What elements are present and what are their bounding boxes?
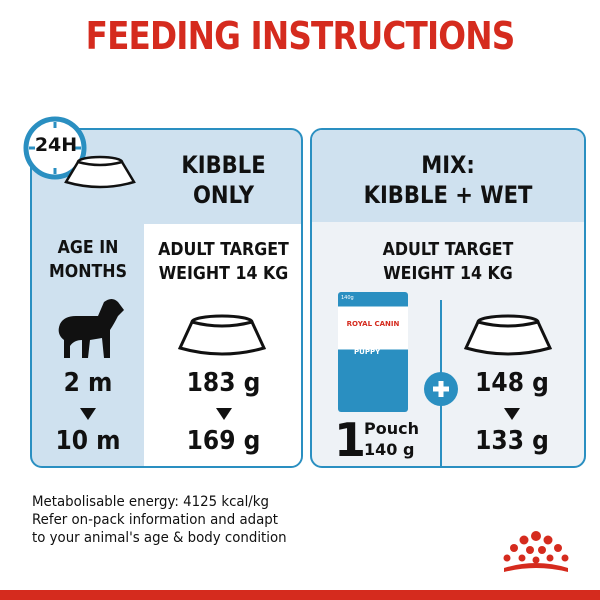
- mix-header: MIX: KIBBLE + WET: [312, 130, 584, 222]
- kibble-end-amount: 169 g: [186, 426, 261, 456]
- mix-start-amount: 148 g: [475, 368, 549, 398]
- arrow-down-icon: [504, 408, 520, 420]
- heading-line: KIBBLE: [181, 151, 266, 179]
- arrow-down-icon: [216, 408, 232, 420]
- age-end: 10 m: [55, 426, 121, 456]
- footer-note: Metabolisable energy: 4125 kcal/kg Refer…: [32, 493, 287, 547]
- pouch-label: Pouch: [364, 419, 419, 438]
- pouch-count: 1: [334, 413, 367, 467]
- plus-icon: [424, 372, 458, 406]
- kibble-bowl-icon: [463, 314, 553, 356]
- label-line: ADULT TARGET: [158, 239, 289, 260]
- mix-end-amount: 133 g: [475, 426, 549, 456]
- arrow-down-icon: [80, 408, 96, 420]
- footer-line: Metabolisable energy: 4125 kcal/kg: [32, 494, 269, 510]
- kibble-only-panel: KIBBLE ONLY ADULT TARGET WEIGHT 14 KG 18…: [30, 128, 303, 468]
- footer-line: to your animal's age & body condition: [32, 530, 287, 546]
- royal-canin-crown-logo: [503, 531, 569, 572]
- page-title: FEEDING INSTRUCTIONS: [85, 14, 516, 58]
- clock-label: 24H: [34, 134, 78, 156]
- kibble-column: ADULT TARGET WEIGHT 14 KG 183 g 169 g: [144, 224, 301, 466]
- target-weight-label: ADULT TARGET WEIGHT 14 KG: [154, 238, 294, 286]
- label-line: MONTHS: [49, 261, 127, 282]
- bottom-bar: [0, 590, 600, 600]
- clock-24h-icon: [23, 116, 136, 189]
- kibble-start-amount: 183 g: [186, 368, 261, 398]
- pouch-details: Pouch 140 g: [364, 418, 419, 460]
- target-weight-label: ADULT TARGET WEIGHT 14 KG: [328, 238, 567, 286]
- heading-line: ONLY: [192, 181, 255, 209]
- label-line: AGE IN: [57, 237, 119, 258]
- heading-line: MIX:: [421, 151, 475, 179]
- pouch-product: PUPPY: [354, 348, 381, 356]
- label-line: ADULT TARGET: [382, 239, 514, 260]
- puppy-icon: [58, 299, 124, 358]
- pouch-weight: 140 g: [364, 440, 415, 459]
- heading-line: KIBBLE + WET: [363, 181, 533, 209]
- mix-heading: MIX: KIBBLE + WET: [328, 130, 567, 210]
- footer-line: Refer on-pack information and adapt: [32, 512, 278, 528]
- label-line: WEIGHT 14 KG: [158, 263, 289, 284]
- pouch-brand: ROYAL CANIN: [346, 320, 400, 328]
- pouch-weight-print: 140g: [341, 295, 354, 301]
- kibble-bowl-icon: [177, 314, 267, 356]
- pouch-image: 140g ROYAL CANIN PUPPY: [338, 292, 408, 412]
- mix-panel: MIX: KIBBLE + WET ADULT TARGET WEIGHT 14…: [310, 128, 586, 468]
- kibble-only-heading: KIBBLE ONLY: [154, 150, 294, 210]
- label-line: WEIGHT 14 KG: [383, 263, 513, 284]
- age-heading: AGE IN MONTHS: [39, 236, 138, 284]
- age-start: 2 m: [63, 368, 113, 398]
